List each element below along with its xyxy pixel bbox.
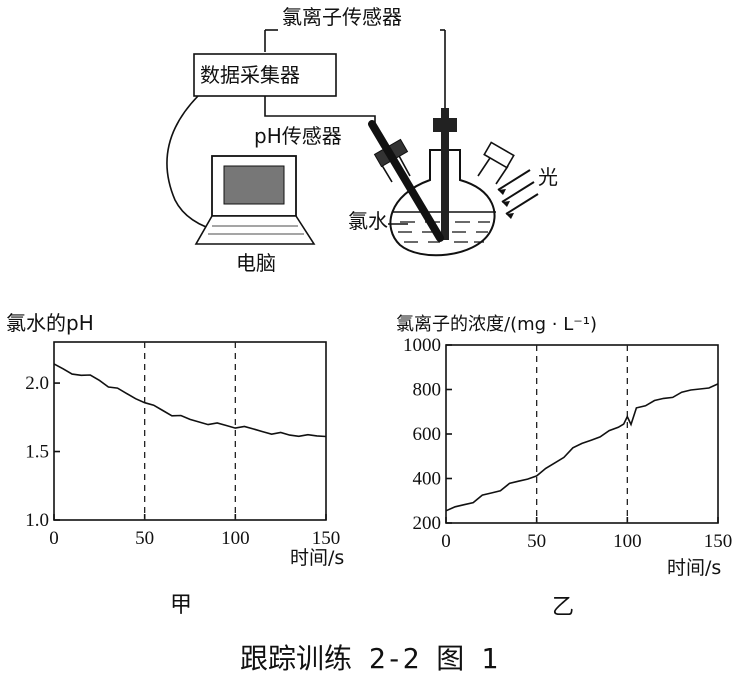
chloride-ytick-label: 600 [413,424,442,445]
ph-chart-caption: 甲 [170,593,192,618]
ph-xtick-label: 100 [221,528,250,549]
chloride-ytick-label: 800 [413,380,442,401]
ph-xtick-label: 50 [135,528,154,549]
chloride-ytick-label: 400 [413,469,442,490]
ph-sensor-label: pH传感器 [254,124,342,148]
ph-chart-xlabel: 时间/s [290,547,344,569]
ph-series-line [53,363,327,438]
chloride-chart-xlabel: 时间/s [667,557,721,579]
chloride-chart-ylabel: 氯离子的浓度/(mg · L⁻¹) [396,314,597,335]
apparatus-diagram: 氯离子传感器 数据采集器 pH传感器 电脑 [166,5,558,275]
chloride-chart-caption: 乙 [552,595,574,620]
ph-ytick-label: 2.0 [25,373,49,394]
data-collector-box [193,53,337,97]
figure-title: 跟踪训练 2-2 图 1 [240,642,498,675]
three-neck-flask [368,108,515,257]
ph-sensor-wire [264,96,376,126]
computer-label: 电脑 [236,251,276,275]
light-arrows-icon [497,169,539,219]
chloride-xtick-label: 150 [704,531,733,552]
chloride-xtick-label: 0 [441,531,451,552]
chloride-sensor-label: 氯离子传感器 [282,5,402,29]
ph-chart-frame [53,341,327,521]
ph-ytick-label: 1.5 [25,442,49,463]
chloride-series-line [445,383,719,512]
ph-xtick-label: 0 [49,528,59,549]
chloride-chart: 氯离子的浓度/(mg · L⁻¹) 0 50 100 150 200 400 600 800 1… [396,314,732,620]
chloride-chart-frame [445,344,719,524]
chloride-ytick-label: 1000 [403,335,441,356]
chloride-ytick-label: 200 [413,513,442,534]
computer-icon [194,155,316,245]
light-label: 光 [538,165,558,189]
ph-chart: 氯水的pH 0 50 100 150 1.0 1.5 2.0 时间/s 甲 [6,311,344,618]
data-collector-label: 数据采集器 [200,63,300,87]
chloride-xtick-label: 100 [613,531,642,552]
ph-chart-ylabel: 氯水的pH [6,311,94,335]
ph-ytick-label: 1.0 [25,510,49,531]
chlorine-water-label: 氯水 [348,209,388,233]
computer-wire [166,95,223,233]
ph-xtick-label: 150 [312,528,341,549]
chloride-xtick-label: 50 [527,531,546,552]
